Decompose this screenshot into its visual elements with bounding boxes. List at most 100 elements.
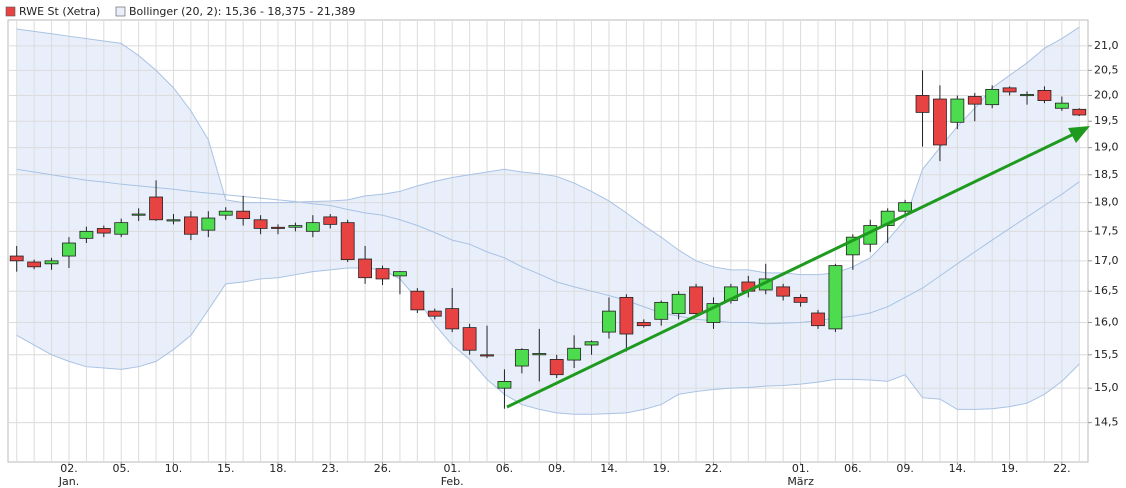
candle-body <box>62 242 76 257</box>
y-tick-label: 19,5 <box>1094 114 1119 127</box>
x-tick-label: 18. <box>269 462 287 475</box>
candle-body <box>915 95 930 113</box>
x-tick-label: 14. <box>949 462 967 475</box>
candle-body <box>393 271 407 277</box>
x-tick-label: 19. <box>1001 462 1019 475</box>
y-tick-label: 17,5 <box>1094 224 1119 237</box>
candle-body <box>1020 94 1034 97</box>
x-tick-label: 14. <box>600 462 618 475</box>
candle-body <box>271 226 285 229</box>
arrow-head <box>1068 126 1090 143</box>
legend-swatch <box>5 6 16 17</box>
x-tick-label: 06. <box>496 462 514 475</box>
candle-body <box>793 296 808 303</box>
y-tick-label: 17,0 <box>1094 254 1119 267</box>
candle-body <box>166 219 181 222</box>
candle-body <box>567 347 582 361</box>
candle-body <box>9 255 24 262</box>
candle-body <box>79 230 94 239</box>
month-label: Feb. <box>441 475 464 488</box>
candle-body <box>131 213 146 216</box>
candle-body <box>776 286 791 297</box>
candle-body <box>967 96 982 105</box>
plot <box>8 20 1090 462</box>
candle-body <box>636 322 651 327</box>
month-label: Jan. <box>58 475 79 488</box>
candle-body <box>671 293 686 315</box>
candle-body <box>1054 102 1069 109</box>
candle-body <box>1072 108 1087 116</box>
candle-body <box>619 296 634 335</box>
x-tick-label: 23. <box>322 462 340 475</box>
candle-body <box>584 341 599 346</box>
x-tick-label: 26. <box>374 462 392 475</box>
x-tick-label: 15. <box>217 462 235 475</box>
candle-body <box>96 228 111 234</box>
legend: RWE St (Xetra) Bollinger (20, 2): 15,36 … <box>5 5 355 18</box>
y-tick-label: 15,5 <box>1094 348 1119 361</box>
candle-body <box>445 308 460 330</box>
x-tick-label: 09. <box>548 462 566 475</box>
candle-body <box>933 98 947 146</box>
y-tick-label: 14,5 <box>1094 416 1119 429</box>
candle-body <box>236 210 251 220</box>
candle-body <box>811 312 825 327</box>
y-tick-label: 16,5 <box>1094 284 1119 297</box>
candle-body <box>44 260 59 265</box>
x-tick-label: 01. <box>443 462 461 475</box>
x-tick-label: 05. <box>112 462 130 475</box>
candle-body <box>375 268 390 280</box>
candle-body <box>514 349 529 367</box>
y-tick-label: 16,0 <box>1094 316 1119 329</box>
bollinger-lower <box>16 267 1080 415</box>
candle-body <box>549 359 564 376</box>
x-tick-label: 19. <box>652 462 670 475</box>
x-tick-label: 10. <box>165 462 183 475</box>
bollinger-middle <box>16 168 1080 325</box>
candle-body <box>288 225 303 228</box>
candle-body <box>480 354 494 357</box>
x-tick-label: 09. <box>896 462 914 475</box>
x-tick-label: 06. <box>844 462 862 475</box>
y-tick-label: 15,0 <box>1094 381 1119 394</box>
y-tick-label: 18,0 <box>1094 196 1119 209</box>
candle-body <box>1037 89 1052 101</box>
candle-body <box>462 327 477 351</box>
candle-body <box>114 222 129 235</box>
candle-body <box>497 381 512 389</box>
y-tick-label: 18,5 <box>1094 168 1119 181</box>
legend-swatch <box>115 6 126 17</box>
y-tick-label: 20,5 <box>1094 63 1119 76</box>
x-tick-label: 02. <box>60 462 78 475</box>
candle-body <box>898 202 912 212</box>
candle-body <box>532 353 547 356</box>
x-tick-label: 22. <box>1053 462 1071 475</box>
candle-body <box>358 258 372 279</box>
candle-body <box>323 216 338 225</box>
candle-body <box>410 290 425 311</box>
y-tick-label: 19,0 <box>1094 141 1119 154</box>
candle-body <box>654 301 669 320</box>
candle-body <box>253 219 268 229</box>
trend-arrow <box>506 126 1090 409</box>
candle-body <box>305 222 320 232</box>
legend-label: RWE St (Xetra) <box>19 5 100 18</box>
candle-body <box>340 222 355 261</box>
candle-body <box>218 210 233 216</box>
y-tick-label: 20,0 <box>1094 88 1119 101</box>
candle-body <box>201 217 216 231</box>
month-label: März <box>787 475 814 488</box>
candle-body <box>427 310 442 317</box>
candle-body <box>602 310 616 333</box>
candle-body <box>985 88 1000 106</box>
y-tick-label: 21,0 <box>1094 39 1119 52</box>
candle-body <box>689 286 703 315</box>
legend-label: Bollinger (20, 2): 15,36 - 18,375 - 21,3… <box>129 5 355 18</box>
candle-body <box>149 196 163 221</box>
bollinger-upper <box>16 26 1080 276</box>
candle-body <box>950 98 965 123</box>
candle-body <box>184 216 198 235</box>
candle-body <box>828 265 843 330</box>
candle-body <box>1002 87 1017 93</box>
